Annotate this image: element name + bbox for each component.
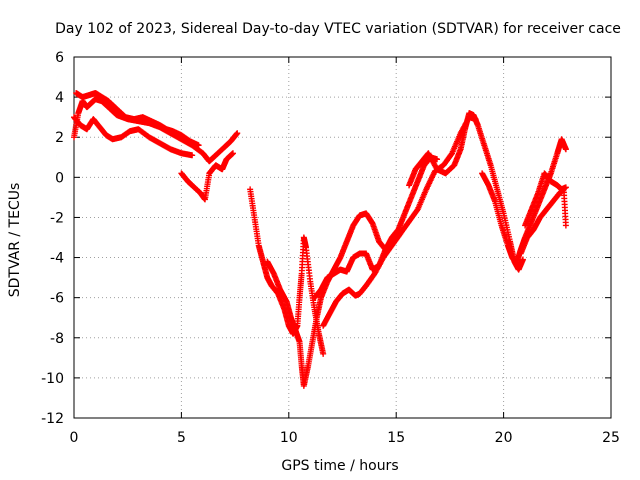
series-track-d bbox=[178, 150, 236, 203]
y-axis-label: SDTVAR / TECUs bbox=[7, 183, 23, 298]
data-point-marker bbox=[562, 222, 569, 229]
series-track-c bbox=[73, 90, 202, 149]
y-tick-label: 6 bbox=[55, 50, 64, 66]
y-tick-label: 4 bbox=[55, 90, 64, 106]
y-tick-label: -10 bbox=[41, 371, 64, 387]
y-tick-label: 2 bbox=[55, 130, 64, 146]
tick-layer: 0 5 10 15 20 25 -12 -10 -8 -6 -4 -2 0 2 4 6 bbox=[41, 50, 620, 446]
y-tick-label: -4 bbox=[50, 251, 64, 267]
y-tick-label: -8 bbox=[50, 331, 64, 347]
data-point-marker bbox=[519, 256, 526, 263]
series-track-b bbox=[71, 114, 196, 159]
data-point-marker bbox=[189, 152, 196, 159]
series-track-f bbox=[264, 210, 389, 389]
x-tick-label: 5 bbox=[177, 430, 186, 446]
y-tick-label: -12 bbox=[41, 411, 64, 427]
data-point-marker bbox=[434, 156, 441, 163]
data-point-marker bbox=[320, 350, 327, 357]
series-track-e bbox=[247, 186, 327, 357]
x-tick-label: 10 bbox=[280, 430, 298, 446]
data-point-marker bbox=[562, 184, 569, 191]
series-track-l bbox=[522, 170, 569, 229]
y-tick-label: -2 bbox=[50, 210, 64, 226]
x-axis-label: GPS time / hours bbox=[281, 458, 398, 474]
y-tick-label: 0 bbox=[55, 170, 64, 186]
y-tick-label: -6 bbox=[50, 291, 64, 307]
chart-title: Day 102 of 2023, Sidereal Day-to-day VTE… bbox=[55, 21, 621, 37]
series-track-j bbox=[479, 136, 569, 267]
x-tick-label: 0 bbox=[70, 430, 79, 446]
series-track-k bbox=[517, 186, 569, 257]
plot-frame bbox=[73, 56, 612, 419]
data-point-marker bbox=[562, 146, 569, 153]
x-tick-label: 25 bbox=[602, 430, 620, 446]
x-tick-label: 20 bbox=[495, 430, 513, 446]
data-point-marker bbox=[195, 142, 202, 149]
data-points bbox=[71, 90, 569, 389]
x-tick-label: 15 bbox=[387, 430, 405, 446]
data-point-marker bbox=[229, 150, 236, 157]
data-point-marker bbox=[234, 130, 241, 137]
series-track-a bbox=[71, 96, 241, 165]
